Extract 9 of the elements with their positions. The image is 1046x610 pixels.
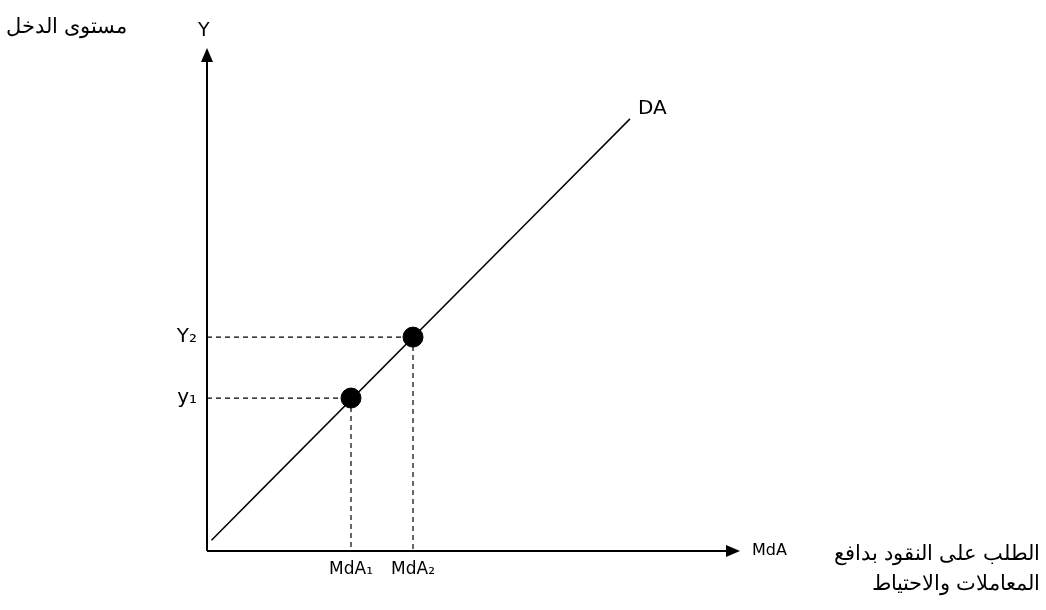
text: Y₂ [175, 323, 197, 348]
series-label: DA [638, 95, 668, 120]
text: y₁ [177, 384, 197, 409]
text: MdA [752, 540, 787, 559]
x-tick-label: MdA₁ [329, 557, 373, 578]
text: الطلب على النقود بدافع المعاملات والاحتياط [833, 540, 1040, 598]
text: مستوى الدخل [6, 14, 127, 38]
x-tick-label: MdA₂ [391, 557, 435, 578]
y-axis-title: Y [198, 18, 210, 40]
